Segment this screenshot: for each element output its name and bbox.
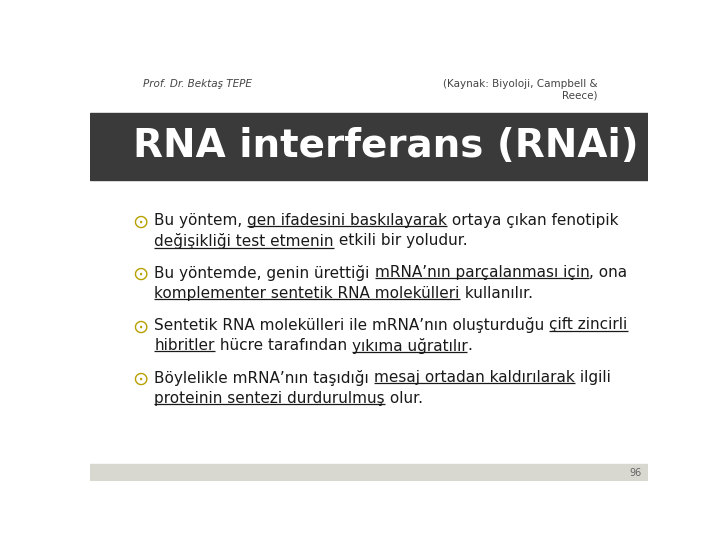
Text: (Kaynak: Biyoloji, Campbell &
Reece): (Kaynak: Biyoloji, Campbell & Reece) <box>443 79 598 100</box>
Text: .: . <box>467 338 472 353</box>
Text: etkili bir yoludur.: etkili bir yoludur. <box>334 233 467 248</box>
Text: ⊙: ⊙ <box>132 318 149 336</box>
Text: 96: 96 <box>629 468 642 477</box>
Text: ⊙: ⊙ <box>132 213 149 232</box>
Text: Prof. Dr. Bektaş TEPE: Prof. Dr. Bektaş TEPE <box>143 79 251 89</box>
Text: Bu yöntem,: Bu yöntem, <box>154 213 248 228</box>
Bar <box>90 464 648 481</box>
Text: mesaj ortadan kaldırılarak: mesaj ortadan kaldırılarak <box>374 370 575 384</box>
Text: kullanılır.: kullanılır. <box>459 286 533 301</box>
Bar <box>90 112 648 180</box>
Text: gen ifadesini baskılayarak: gen ifadesini baskılayarak <box>248 213 447 228</box>
Text: değişikliği test etmenin: değişikliği test etmenin <box>154 233 334 249</box>
Text: hibritler: hibritler <box>154 338 215 353</box>
Text: olur.: olur. <box>385 390 423 406</box>
Text: ilgili: ilgili <box>575 370 611 384</box>
Text: mRNA’nın parçalanması için: mRNA’nın parçalanması için <box>374 265 590 280</box>
Text: komplementer sentetik RNA molekülleri: komplementer sentetik RNA molekülleri <box>154 286 459 301</box>
Text: hücre tarafından: hücre tarafından <box>215 338 351 353</box>
Text: yıkıma uğratılır: yıkıma uğratılır <box>351 338 467 354</box>
Text: ⊙: ⊙ <box>132 265 149 284</box>
Text: çift zincirli: çift zincirli <box>549 318 628 332</box>
Text: Sentetik RNA molekülleri ile mRNA’nın oluşturduğu: Sentetik RNA molekülleri ile mRNA’nın ol… <box>154 318 549 333</box>
Text: Böylelikle mRNA’nın taşıdığı: Böylelikle mRNA’nın taşıdığı <box>154 370 374 386</box>
Text: ortaya çıkan fenotipik: ortaya çıkan fenotipik <box>447 213 618 228</box>
Text: Bu yöntemde, genin ürettiği: Bu yöntemde, genin ürettiği <box>154 265 374 281</box>
Text: ⊙: ⊙ <box>132 370 149 389</box>
Text: proteinin sentezi durdurulmuş: proteinin sentezi durdurulmuş <box>154 390 385 406</box>
Text: , ona: , ona <box>590 265 627 280</box>
Text: RNA interferans (RNAi): RNA interferans (RNAi) <box>132 127 638 165</box>
